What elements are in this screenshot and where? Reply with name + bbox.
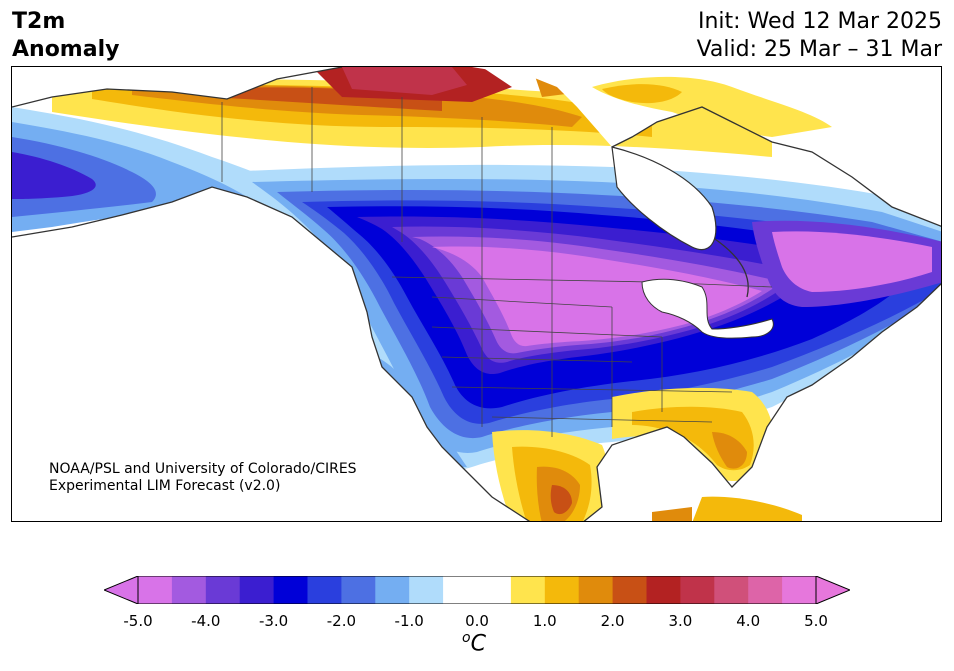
colorbar-segment [307, 576, 342, 604]
colorbar-segment [205, 576, 241, 604]
colorbar-segment [646, 576, 681, 604]
colorbar-segment [138, 576, 173, 604]
colorbar-segment [680, 576, 715, 604]
anomaly-contours [12, 67, 941, 521]
credit-text: NOAA/PSL and University of Colorado/CIRE… [49, 461, 357, 495]
colorbar-tick-label: 5.0 [804, 612, 828, 630]
colorbar-segment [510, 576, 546, 604]
title-line-2: Anomaly [12, 37, 120, 62]
colorbar-tick-label: -4.0 [191, 612, 221, 630]
credit-line-1: NOAA/PSL and University of Colorado/CIRE… [49, 461, 357, 477]
map-title: T2m Anomaly [12, 8, 119, 64]
hudson-bay [611, 146, 717, 251]
colorbar-segment [273, 576, 308, 604]
caribbean-warm [692, 496, 802, 521]
colorbar-segment [341, 576, 376, 604]
colorbar-tick-label: 2.0 [600, 612, 625, 630]
colorbar-over-arrow [816, 576, 850, 604]
colorbar-tick-label: 1.0 [532, 612, 557, 630]
colorbar-segment [477, 576, 512, 604]
unit-letter: C [470, 631, 486, 657]
title-line-1: T2m [12, 9, 66, 34]
colorbar-tick-label: -3.0 [258, 612, 289, 630]
colorbar [104, 576, 850, 604]
credit-line-2: Experimental LIM Forecast (v2.0) [49, 478, 281, 494]
colorbar-segment [544, 576, 580, 604]
colorbar-tick-label: 0.0 [465, 612, 489, 630]
colorbar-segment [714, 576, 749, 604]
map-canvas [12, 67, 941, 521]
colorbar-tick-label: -2.0 [326, 612, 357, 630]
colorbar-tick-label: 3.0 [668, 612, 693, 630]
unit-degree: o [462, 630, 471, 646]
great-lakes [641, 278, 774, 339]
colorbar-unit: oC [462, 630, 486, 656]
colorbar-segment [612, 576, 647, 604]
colorbar-segment [409, 576, 444, 604]
valid-date: Valid: 25 Mar – 31 Mar [696, 37, 942, 62]
colorbar-tick-label: -1.0 [394, 612, 424, 630]
init-date: Init: Wed 12 Mar 2025 [697, 9, 942, 34]
colorbar-tick-label: -5.0 [123, 612, 153, 630]
colorbar-segment [443, 576, 478, 604]
colorbar-segment [375, 576, 410, 604]
state-borders [221, 87, 773, 437]
colorbar-segment [578, 576, 614, 604]
colorbar-under-arrow [104, 576, 138, 604]
anomaly-map [11, 66, 942, 522]
colorbar-tick-label: 4.0 [736, 612, 761, 630]
colorbar-segment [171, 576, 207, 604]
forecast-dates: Init: Wed 12 Mar 2025 Valid: 25 Mar – 31… [697, 8, 942, 64]
colorbar-segment [239, 576, 275, 604]
colorbar-segment [782, 576, 817, 604]
colorbar-segment [748, 576, 783, 604]
